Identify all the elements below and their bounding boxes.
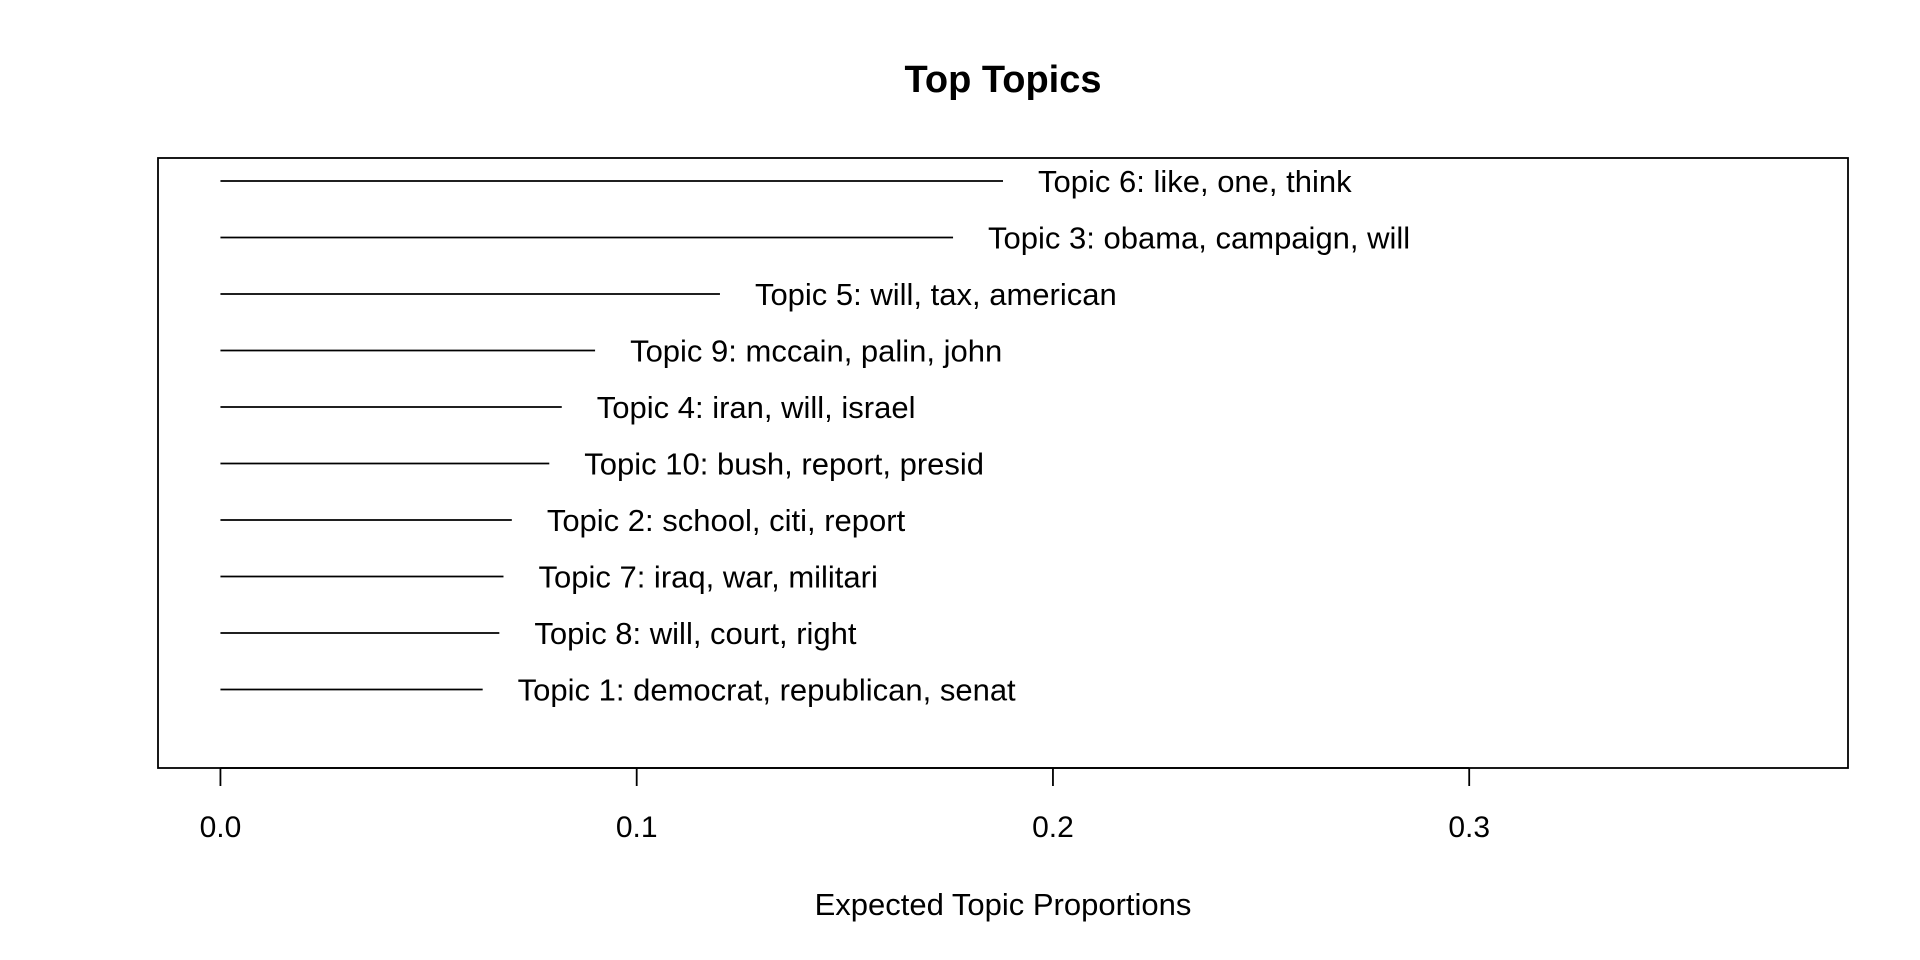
- topic-label-2: Topic 3: obama, campaign, will: [988, 221, 1410, 256]
- x-tick-label-1: 0.1: [616, 811, 658, 844]
- x-tick-label-2: 0.2: [1032, 811, 1074, 844]
- topic-label-8: Topic 7: iraq, war, militari: [538, 560, 877, 595]
- topic-label-1: Topic 6: like, one, think: [1038, 164, 1352, 199]
- topic-label-5: Topic 4: iran, will, israel: [597, 390, 916, 425]
- x-axis-title: Expected Topic Proportions: [815, 887, 1192, 922]
- x-tick-label-0: 0.0: [200, 811, 242, 844]
- topic-label-4: Topic 9: mccain, palin, john: [630, 334, 1002, 369]
- x-tick-label-3: 0.3: [1448, 811, 1490, 844]
- chart-title: Top Topics: [904, 59, 1101, 101]
- topic-label-6: Topic 10: bush, report, presid: [584, 447, 984, 482]
- topic-label-10: Topic 1: democrat, republican, senat: [518, 673, 1016, 708]
- x-axis: 0.0 0.1 0.2 0.3: [200, 767, 1490, 844]
- topic-label-9: Topic 8: will, court, right: [534, 616, 857, 651]
- topic-label-3: Topic 5: will, tax, american: [755, 277, 1117, 312]
- topic-label-7: Topic 2: school, citi, report: [547, 503, 906, 538]
- bars-group: Topic 6: like, one, think Topic 3: obama,…: [220, 164, 1410, 708]
